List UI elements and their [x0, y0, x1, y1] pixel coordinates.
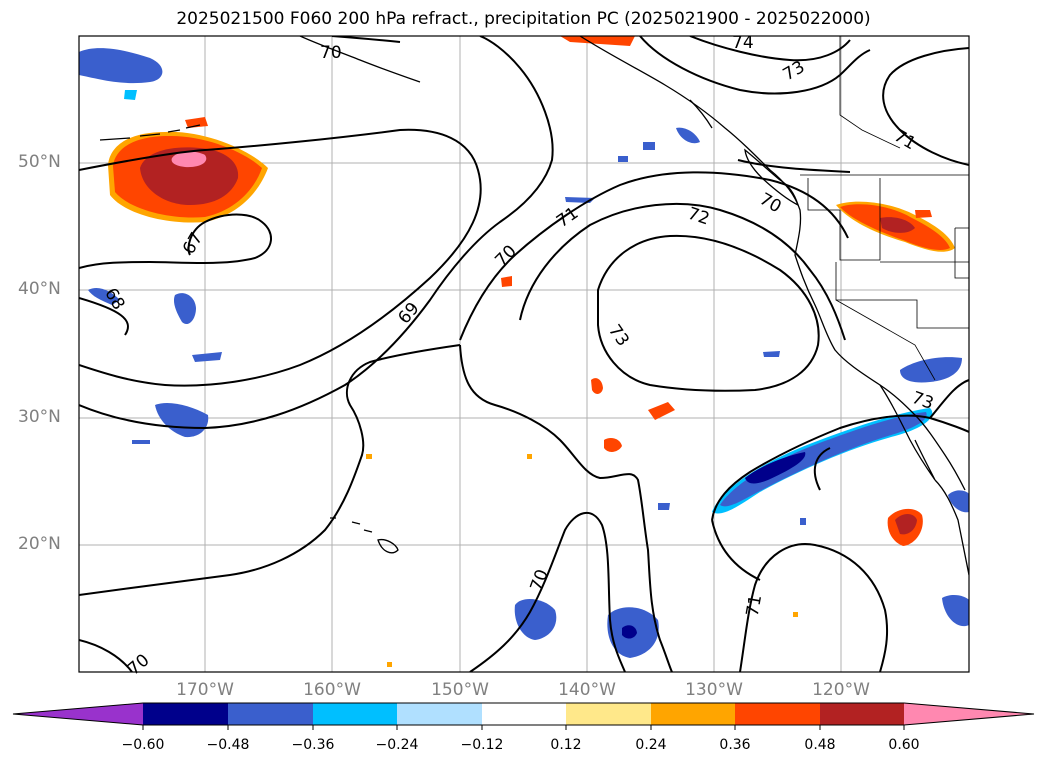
precip-patch-negative — [132, 440, 150, 444]
precip-patch-positive — [591, 378, 603, 394]
precip-patch-positive — [648, 402, 675, 420]
lat-label-50n: 50°N — [18, 152, 61, 172]
contour-label: 68 — [100, 285, 128, 314]
colorbar-segment — [735, 703, 820, 725]
precip-patch-negative — [948, 490, 969, 513]
colorbar-tick-label: 0.36 — [719, 737, 751, 753]
precip-patch-positive — [501, 276, 512, 287]
contour-label: 70 — [320, 43, 342, 63]
colorbar-extend-high — [904, 703, 1034, 725]
contour-label: 74 — [732, 33, 754, 53]
lon-label-150w: 150°W — [431, 680, 489, 700]
colorbar-tick-label: 0.12 — [550, 737, 582, 753]
precip-patch-negative — [643, 142, 655, 150]
colorbar-tick-label: −0.36 — [291, 737, 335, 753]
colorbar-segment — [143, 703, 228, 725]
precip-patch-positive — [880, 217, 915, 233]
lon-label-170w: 170°W — [176, 680, 234, 700]
lon-label-120w: 120°W — [812, 680, 870, 700]
colorbar-tick-label: 0.48 — [804, 737, 836, 753]
colorbar-tick-label: −0.60 — [121, 737, 165, 753]
precip-patch-negative — [88, 288, 120, 305]
precip-patch-positive — [171, 151, 207, 168]
refractivity-contours — [79, 36, 969, 672]
lat-label-40n: 40°N — [18, 279, 61, 299]
precip-patch-negative — [192, 352, 222, 362]
colorbar — [12, 702, 1035, 730]
precip-patch-negative — [658, 503, 670, 510]
colorbar-tick-label: −0.48 — [206, 737, 250, 753]
precip-patch-positive — [140, 147, 239, 205]
contour-label: 73 — [780, 57, 809, 85]
colorbar-segment — [228, 703, 313, 725]
precip-patch-negative — [155, 403, 209, 438]
precip-patch-negative — [514, 598, 557, 640]
colorbar-segment — [482, 703, 566, 725]
contour-label: 70 — [124, 650, 153, 679]
contour-label: 71 — [890, 126, 919, 154]
precip-patch-positive — [793, 612, 798, 617]
colorbar-segment — [566, 703, 651, 725]
contour-label: 71 — [743, 593, 766, 618]
precip-patch-negative — [900, 357, 962, 383]
lon-label-130w: 130°W — [685, 680, 743, 700]
contour-label: 70 — [491, 241, 520, 270]
precip-patch-positive — [895, 514, 917, 535]
colorbar-tick-label: 0.24 — [635, 737, 667, 753]
precip-patch-negative — [622, 625, 637, 639]
precip-patch-positive — [915, 210, 932, 218]
colorbar-segment — [651, 703, 735, 725]
contour-labels: 70 74 73 71 67 68 69 70 71 72 70 73 73 7… — [100, 33, 936, 680]
lat-label-30n: 30°N — [18, 407, 61, 427]
colorbar-segment — [397, 703, 482, 725]
precip-patch-negative — [745, 452, 806, 484]
colorbar-tick-label: 0.60 — [888, 737, 920, 753]
contour-label: 69 — [394, 299, 423, 328]
colorbar-segment — [313, 703, 397, 725]
contour-label: 73 — [909, 388, 936, 414]
precip-patch-negative — [800, 518, 806, 525]
map-title: 2025021500 F060 200 hPa refract., precip… — [176, 9, 871, 29]
colorbar-extend-low — [13, 703, 143, 725]
contour-label: 73 — [604, 321, 633, 350]
contour-label: 67 — [179, 229, 207, 258]
precip-patch-negative — [720, 412, 927, 507]
colorbar-segment — [820, 703, 904, 725]
precip-patch-positive — [387, 662, 392, 667]
precip-patch-negative — [173, 293, 196, 325]
precip-patch-negative — [124, 90, 137, 100]
precip-patch-positive — [527, 454, 532, 459]
precip-patch-positive — [185, 117, 208, 128]
precip-patch-negative — [763, 351, 780, 357]
lon-label-160w: 160°W — [303, 680, 361, 700]
precip-patch-negative — [676, 127, 700, 144]
precip-patch-positive — [604, 438, 622, 452]
colorbar-tick-label: −0.24 — [375, 737, 419, 753]
coastlines — [99, 36, 969, 576]
precip-patch-positive — [560, 36, 635, 46]
precip-patch-positive — [366, 454, 372, 459]
precip-patch-negative — [618, 156, 628, 162]
lat-label-20n: 20°N — [18, 534, 61, 554]
precip-patch-negative — [79, 48, 163, 84]
lon-label-140w: 140°W — [558, 680, 616, 700]
colorbar-tick-label: −0.12 — [460, 737, 504, 753]
map-frame — [78, 35, 970, 673]
precip-patch-negative — [942, 594, 969, 627]
